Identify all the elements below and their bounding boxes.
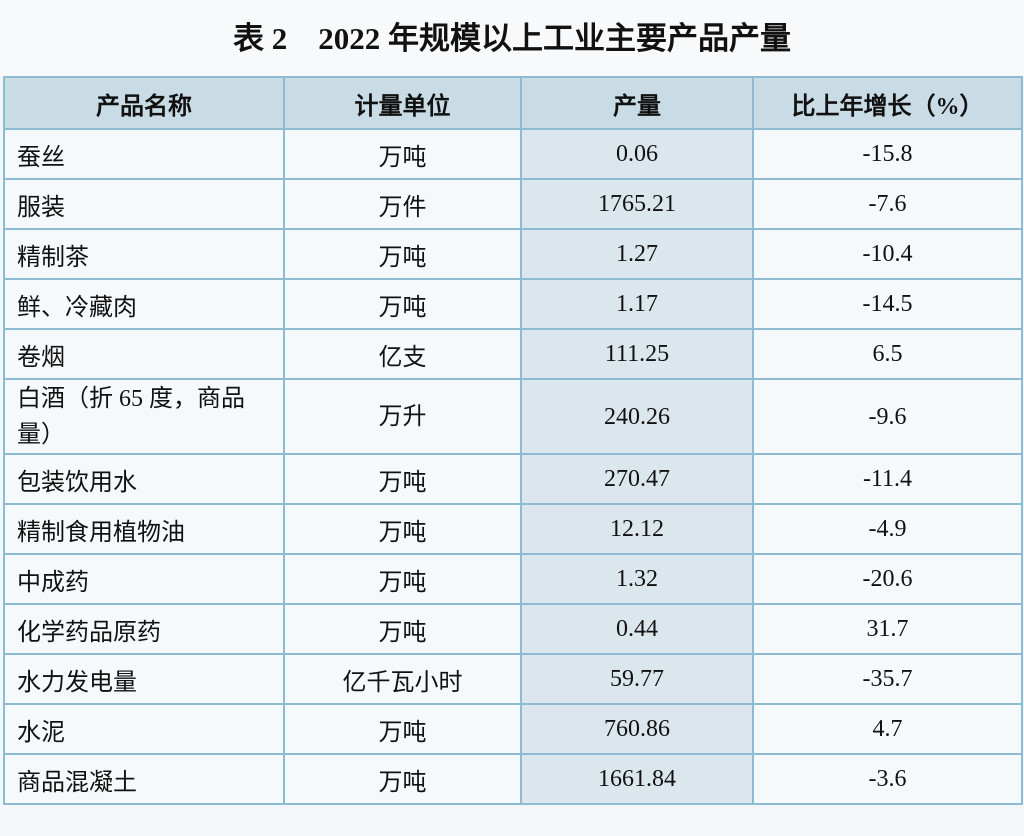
table-row: 服装 万件 1765.21 -7.6 — [3, 178, 1023, 230]
table-cell: 万吨 — [283, 703, 522, 755]
table-cell: 精制茶 — [3, 228, 285, 280]
table-cell: 111.25 — [520, 328, 754, 380]
table-cell: 1.32 — [520, 553, 754, 605]
table-title: 表 2 2022 年规模以上工业主要产品产量 — [0, 0, 1024, 76]
table-cell: 精制食用植物油 — [3, 503, 285, 555]
data-table: 产品名称 计量单位 产量 比上年增长（%） 蚕丝 万吨 0.06 -15.8 服装 万件 1765… — [3, 76, 1023, 805]
column-header: 产量 — [520, 76, 754, 130]
table-cell: 4.7 — [752, 703, 1023, 755]
table-cell: 万升 — [283, 378, 522, 455]
table-cell: -7.6 — [752, 178, 1023, 230]
table-cell: -3.6 — [752, 753, 1023, 805]
table-cell: -11.4 — [752, 453, 1023, 505]
table-cell: 1765.21 — [520, 178, 754, 230]
table-cell: 蚕丝 — [3, 128, 285, 180]
table-row: 水泥 万吨 760.86 4.7 — [3, 703, 1023, 755]
table-cell: 万吨 — [283, 503, 522, 555]
table-cell: 鲜、冷藏肉 — [3, 278, 285, 330]
table-cell: -9.6 — [752, 378, 1023, 455]
table-cell: -4.9 — [752, 503, 1023, 555]
table-cell: 化学药品原药 — [3, 603, 285, 655]
table-cell: 万吨 — [283, 278, 522, 330]
table-cell: 1.17 — [520, 278, 754, 330]
table-cell: 0.44 — [520, 603, 754, 655]
table-cell: 万件 — [283, 178, 522, 230]
table-cell: 59.77 — [520, 653, 754, 705]
table-cell: 水泥 — [3, 703, 285, 755]
table-row: 水力发电量 亿千瓦小时 59.77 -35.7 — [3, 653, 1023, 705]
table-cell: 卷烟 — [3, 328, 285, 380]
table-row: 精制茶 万吨 1.27 -10.4 — [3, 228, 1023, 280]
table-cell: 万吨 — [283, 453, 522, 505]
table-cell: 万吨 — [283, 603, 522, 655]
column-header: 产品名称 — [3, 76, 285, 130]
table-row: 商品混凝土 万吨 1661.84 -3.6 — [3, 753, 1023, 805]
table-row: 鲜、冷藏肉 万吨 1.17 -14.5 — [3, 278, 1023, 330]
table-row: 白酒（折 65 度，商品量） 万升 240.26 -9.6 — [3, 378, 1023, 455]
table-row: 中成药 万吨 1.32 -20.6 — [3, 553, 1023, 605]
table-cell: 包装饮用水 — [3, 453, 285, 505]
table-cell: -15.8 — [752, 128, 1023, 180]
table-cell: 0.06 — [520, 128, 754, 180]
header-row: 产品名称 计量单位 产量 比上年增长（%） — [3, 76, 1023, 130]
table-cell: -20.6 — [752, 553, 1023, 605]
table-cell: 万吨 — [283, 553, 522, 605]
table-cell: 万吨 — [283, 128, 522, 180]
table-cell: 760.86 — [520, 703, 754, 755]
table-cell: 亿千瓦小时 — [283, 653, 522, 705]
table-cell: -10.4 — [752, 228, 1023, 280]
table-cell: 服装 — [3, 178, 285, 230]
table-cell: 白酒（折 65 度，商品量） — [3, 378, 285, 455]
column-header: 比上年增长（%） — [752, 76, 1023, 130]
table-cell: 万吨 — [283, 753, 522, 805]
table-row: 卷烟 亿支 111.25 6.5 — [3, 328, 1023, 380]
table-cell: 1.27 — [520, 228, 754, 280]
table-cell: 中成药 — [3, 553, 285, 605]
table-body: 蚕丝 万吨 0.06 -15.8 服装 万件 1765.21 -7.6 精制茶 万吨 1.27 -10… — [3, 128, 1023, 805]
table-cell: 12.12 — [520, 503, 754, 555]
table-cell: 31.7 — [752, 603, 1023, 655]
table-row: 化学药品原药 万吨 0.44 31.7 — [3, 603, 1023, 655]
table-cell: -14.5 — [752, 278, 1023, 330]
table-cell: 240.26 — [520, 378, 754, 455]
table-cell: 270.47 — [520, 453, 754, 505]
table-cell: 亿支 — [283, 328, 522, 380]
table-cell: 1661.84 — [520, 753, 754, 805]
table-cell: 6.5 — [752, 328, 1023, 380]
table-row: 蚕丝 万吨 0.06 -15.8 — [3, 128, 1023, 180]
table-cell: 万吨 — [283, 228, 522, 280]
table-cell: 商品混凝土 — [3, 753, 285, 805]
table-cell: 水力发电量 — [3, 653, 285, 705]
column-header: 计量单位 — [283, 76, 522, 130]
table-row: 精制食用植物油 万吨 12.12 -4.9 — [3, 503, 1023, 555]
table-row: 包装饮用水 万吨 270.47 -11.4 — [3, 453, 1023, 505]
table-cell: -35.7 — [752, 653, 1023, 705]
